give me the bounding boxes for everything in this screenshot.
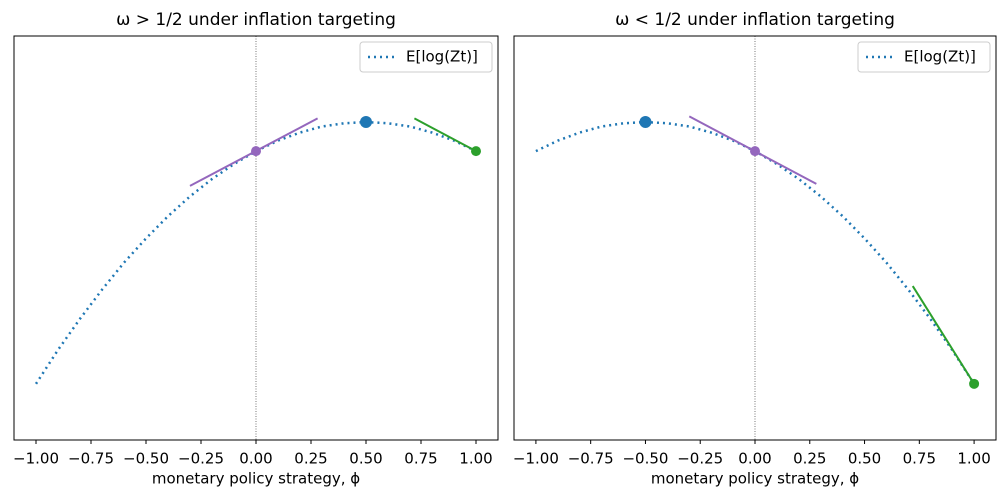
x-tick-label: 0.25 [294,450,327,468]
x-tick-label: −0.75 [568,450,614,468]
x-tick-label: −0.50 [123,450,169,468]
x-tick-label: −0.50 [622,450,668,468]
point [969,378,980,389]
point [471,146,481,157]
x-tick-label: −0.75 [68,450,114,468]
plot-frame [13,35,499,441]
chart-title: ω > 1/2 under inflation targeting [116,10,396,30]
x-tick-label: 1.00 [459,450,492,468]
x-tick-label: 0.25 [793,450,826,468]
legend-box [359,41,493,73]
x-tick-label: −1.00 [513,450,559,468]
point [251,146,261,157]
tangent-line [911,285,975,385]
panel: ω < 1/2 under inflation targeting monetar… [513,10,997,488]
legend-label: E[log(Zt)] [904,48,976,66]
point [360,116,372,129]
legend: E[log(Zt)] [359,41,493,73]
x-axis-label: monetary policy strategy, ϕ [651,470,859,488]
panel: ω > 1/2 under inflation targeting monetar… [13,10,499,488]
data-line [34,120,477,385]
legend-box [857,41,991,73]
x-tick-label: 0.50 [848,450,881,468]
x-tick-label: 0.00 [738,450,771,468]
x-tick-label: 0.00 [239,450,272,468]
x-tick-label: 0.75 [903,450,936,468]
x-tick-label: 0.75 [404,450,437,468]
x-axis-label: monetary policy strategy, ϕ [152,470,360,488]
legend: E[log(Zt)] [857,41,991,73]
x-tick-label: −0.25 [677,450,723,468]
tangent-line [413,117,477,153]
x-tick-label: −1.00 [13,450,59,468]
point [750,146,760,157]
chart-title: ω < 1/2 under inflation targeting [615,10,895,30]
x-tick-label: −0.25 [178,450,224,468]
x-tick-label: 1.00 [957,450,990,468]
legend-label: E[log(Zt)] [406,48,478,66]
point [639,116,652,129]
plot-frame [513,35,997,441]
x-tick-label: 0.50 [349,450,382,468]
